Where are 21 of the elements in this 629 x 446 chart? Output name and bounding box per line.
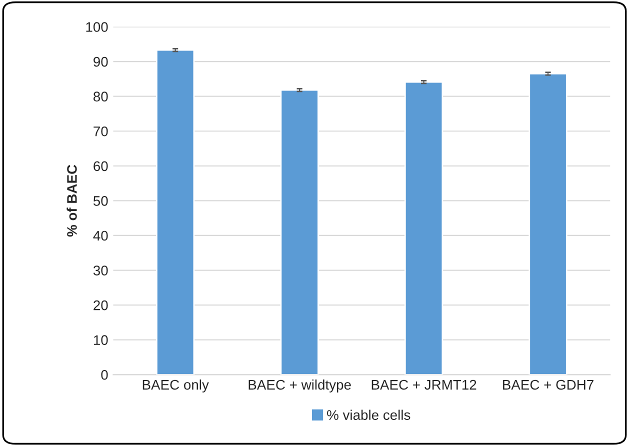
y-tick-label: 70 [94, 126, 108, 136]
x-tick-label: BAEC only [142, 380, 209, 392]
bar [404, 81, 444, 375]
x-tick-label: BAEC + GDH7 [503, 380, 594, 390]
legend-label: % viable cells [327, 410, 410, 420]
y-tick-label: 50 [93, 196, 108, 206]
bar [528, 73, 568, 375]
x-tick-label: BAEC + wildtype [248, 380, 351, 392]
y-tick-label: 60 [94, 161, 108, 172]
y-tick-label: 80 [94, 92, 108, 102]
y-tick-label: 0 [101, 370, 108, 380]
y-tick-label: 90 [94, 56, 108, 67]
y-tick-label: 40 [93, 230, 108, 241]
y-tick-label: 30 [93, 266, 108, 276]
y-tick-label: 20 [94, 300, 108, 310]
y-tick-label: 100 [86, 22, 108, 32]
bar [156, 49, 195, 375]
y-tick-label: 10 [94, 335, 108, 346]
x-tick-label: BAEC + JRMT12 [372, 380, 476, 390]
bar [280, 89, 319, 375]
y-axis-title: % of BAEC [66, 164, 77, 237]
